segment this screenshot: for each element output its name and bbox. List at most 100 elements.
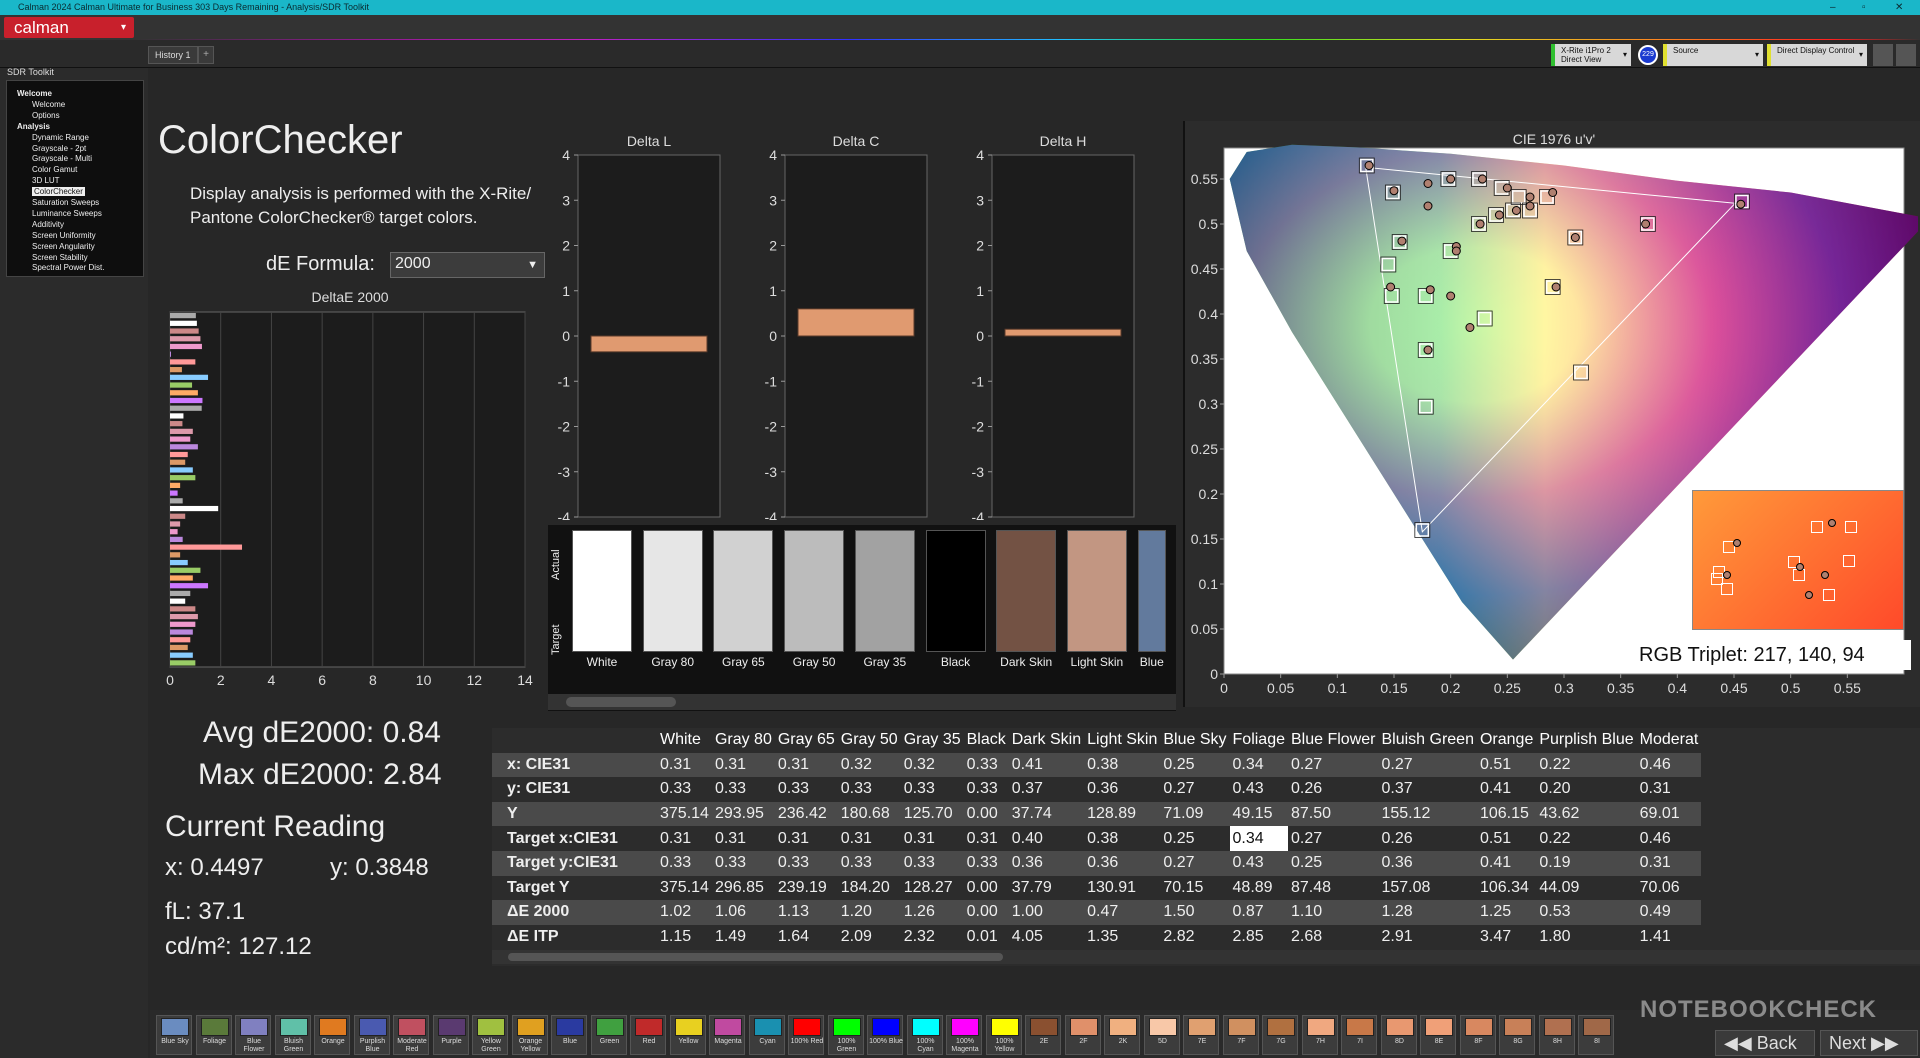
patch-button[interactable]: 7E [1183,1015,1219,1055]
table-cell[interactable]: 0.33 [774,850,838,876]
add-tab-button[interactable]: + [198,46,214,64]
patch-button[interactable]: 7I [1341,1015,1377,1055]
color-swatch[interactable] [572,530,632,652]
patch-button[interactable]: 100% Red [788,1015,824,1055]
table-cell[interactable]: 106.34 [1479,878,1529,896]
patch-button[interactable]: 8F [1459,1015,1496,1055]
table-cell[interactable]: 1.02 [657,900,712,925]
table-cell[interactable]: 1.13 [774,900,838,925]
table-cell[interactable]: 0.00 [963,801,1009,827]
table-cell[interactable]: 125.70 [900,801,964,827]
table-cell[interactable]: 0.36 [1084,850,1161,876]
patch-button[interactable]: Bluish Green [274,1015,311,1055]
nav-item[interactable]: 3D LUT [32,176,60,186]
table-cell[interactable]: 69.01 [1636,801,1702,827]
patch-button[interactable]: Foliage [195,1015,232,1055]
scrollbar-thumb[interactable] [508,953,1003,961]
nav-item[interactable]: Welcome [32,99,66,109]
color-swatch[interactable] [854,530,915,652]
minimize-button[interactable]: – [1830,2,1836,13]
table-cell[interactable]: 0.51 [1479,829,1512,847]
color-swatch[interactable] [784,530,845,652]
table-cell[interactable]: 37.74 [1008,801,1085,827]
tab-history-1[interactable]: History 1 [148,46,198,64]
patch-button[interactable]: 100% Cyan [906,1015,943,1055]
patch-button[interactable]: 100% Blue [867,1015,903,1055]
nav-item[interactable]: Analysis [17,121,50,131]
nav-item[interactable]: Dynamic Range [32,132,89,142]
nav-item[interactable]: Options [32,110,60,120]
table-cell[interactable]: 37.79 [1011,878,1052,896]
table-cell[interactable]: 0.33 [900,850,964,876]
patch-button[interactable]: Blue [551,1015,587,1055]
patch-button[interactable]: 7H [1301,1015,1338,1055]
table-cell[interactable]: 0.26 [1291,780,1323,798]
table-cell[interactable]: 0.26 [1381,829,1413,847]
table-cell[interactable]: 0.32 [837,752,901,778]
table-cell[interactable]: 0.27 [1291,829,1323,847]
table-cell[interactable]: 0.19 [1536,850,1637,876]
table-cell[interactable]: 296.85 [714,878,764,896]
table-cell[interactable]: 0.33 [840,780,872,798]
color-swatch[interactable] [996,530,1057,652]
table-cell[interactable]: 0.33 [714,780,747,798]
table-cell[interactable]: 0.34 [1229,752,1288,778]
nav-item[interactable]: Screen Uniformity [32,230,96,240]
nav-item[interactable]: Spectral Power Dist. [32,263,105,273]
nav-item[interactable]: Grayscale - Multi [32,154,93,164]
patch-button[interactable]: 8H [1538,1015,1575,1055]
de-formula-select[interactable]: 2000 ▼ [390,252,545,278]
table-cell[interactable]: 0.32 [900,752,964,778]
patch-button[interactable]: Orange Yellow [511,1015,548,1055]
table-cell[interactable]: 49.15 [1229,801,1288,827]
nav-item[interactable]: Welcome [17,89,52,98]
color-swatch[interactable] [1066,530,1127,652]
patch-button[interactable]: 7F [1222,1015,1259,1055]
patch-button[interactable]: 2F [1064,1015,1101,1055]
table-cell[interactable]: 0.43 [1232,780,1264,798]
table-cell[interactable]: 0.31 [840,829,872,847]
patch-button[interactable]: 2K [1104,1015,1140,1055]
nav-item[interactable]: Saturation Sweeps [32,198,100,207]
table-cell[interactable]: 293.95 [711,801,775,827]
table-cell[interactable]: 0.22 [1539,829,1571,847]
table-cell[interactable]: 0.46 [1636,752,1702,778]
pin-icon[interactable] [1896,44,1916,66]
table-cell[interactable]: 0.36 [1008,850,1085,876]
patch-button[interactable]: Green [590,1015,627,1055]
table-cell[interactable]: 128.89 [1084,801,1161,827]
table-cell[interactable]: 0.37 [1011,780,1043,798]
patch-button[interactable]: Purple [432,1015,469,1055]
patch-button[interactable]: 100% Magenta [946,1015,982,1055]
table-cell[interactable]: 0.36 [1378,850,1477,876]
table-cell[interactable]: 70.15 [1163,878,1204,896]
patch-button[interactable]: Cyan [748,1015,785,1055]
table-cell[interactable]: 0.33 [660,780,692,798]
display-control-selector[interactable]: Direct Display Control ▾ [1767,44,1867,66]
table-cell[interactable]: 0.31 [657,752,712,778]
patch-button[interactable]: 100% Green [827,1015,864,1055]
table-cell[interactable]: 0.49 [1636,900,1702,925]
patch-button[interactable]: Yellow [669,1015,706,1055]
table-cell[interactable]: 155.12 [1378,801,1477,827]
table-cell[interactable]: 0.31 [714,829,747,847]
table-cell[interactable]: 0.46 [1639,829,1671,847]
patch-button[interactable]: 5D [1143,1015,1180,1055]
patch-button[interactable]: Yellow Green [472,1015,508,1055]
table-cell[interactable]: 70.06 [1639,878,1680,896]
table-cell[interactable]: 1.80 [1539,928,1571,946]
table-cell[interactable]: 0.41 [1476,850,1537,876]
table-cell[interactable]: 2.68 [1291,928,1323,946]
table-cell[interactable]: 0.33 [903,780,935,798]
patch-button[interactable]: 7G [1262,1015,1298,1055]
nav-item[interactable]: ColorChecker [32,187,85,197]
table-cell[interactable]: 2.91 [1381,928,1413,946]
meter-badge[interactable]: 229 [1638,45,1658,65]
table-cell[interactable]: 0.00 [963,900,1009,925]
table-cell[interactable]: 0.31 [660,829,692,847]
table-cell[interactable]: 0.33 [711,850,775,876]
table-cell[interactable]: 106.15 [1476,801,1537,827]
table-cell[interactable]: 157.08 [1381,878,1431,896]
source-selector[interactable]: Source ▾ [1663,44,1763,66]
table-cell[interactable]: 0.20 [1539,780,1571,798]
